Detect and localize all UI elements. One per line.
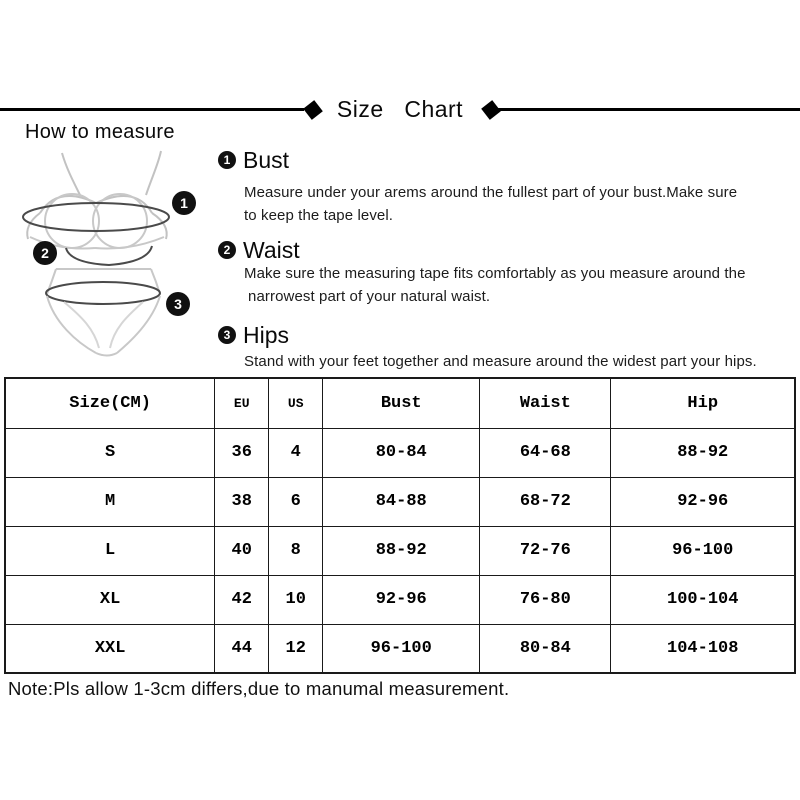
col-header-bust: Bust [322, 377, 481, 429]
cell: 92-96 [322, 574, 481, 625]
cell: 42 [214, 574, 270, 625]
instruction-waist: 2 Waist Make sure the measuring tape fit… [218, 236, 800, 308]
instruction-line: Stand with your feet together and measur… [244, 353, 757, 370]
cell: 80-84 [479, 623, 612, 674]
cell: 96-100 [322, 623, 481, 674]
instruction-hips-heading: 3 Hips [218, 321, 800, 348]
circled-3-icon: 3 [218, 326, 236, 344]
cell: 88-92 [610, 427, 796, 478]
bikini-measure-illustration: 1 2 3 [22, 150, 196, 357]
cell: 88-92 [322, 525, 481, 576]
how-to-measure-label: How to measure [25, 121, 175, 143]
cell: 36 [214, 427, 270, 478]
measurement-note: Note:Pls allow 1-3cm differs,due to manu… [8, 678, 510, 699]
size-table-header-row: Size(CM) EU US Bust Waist Hip [4, 377, 796, 429]
figure-marker-1: 1 [172, 191, 196, 215]
instruction-line: narrowest part of your natural waist. [248, 288, 491, 305]
instruction-waist-text: Make sure the measuring tape fits comfor… [218, 262, 800, 308]
instruction-bust-title: Bust [243, 146, 290, 173]
instruction-line: Make sure the measuring tape fits comfor… [244, 265, 746, 282]
table-row-l: L 40 8 88-92 72-76 96-100 [4, 525, 796, 576]
instruction-bust-heading: 1 Bust [218, 146, 800, 173]
instruction-hips-text: Stand with your feet together and measur… [218, 350, 800, 373]
cell: 84-88 [322, 476, 481, 527]
col-header-eu: EU [214, 377, 270, 429]
figure-marker-2-number: 2 [41, 245, 49, 261]
cell: 68-72 [479, 476, 612, 527]
col-header-us: US [268, 377, 324, 429]
cell: 10 [268, 574, 324, 625]
cell: 38 [214, 476, 270, 527]
instruction-bust-text: Measure under your arems around the full… [218, 181, 800, 227]
instruction-hips-title: Hips [243, 321, 290, 348]
instruction-waist-heading: 2 Waist [218, 236, 800, 263]
page-title: Size Chart [336, 96, 464, 122]
instruction-waist-title: Waist [243, 236, 300, 263]
figure-marker-1-number: 1 [180, 195, 188, 211]
table-row-m: M 38 6 84-88 68-72 92-96 [4, 476, 796, 527]
cell: 40 [214, 525, 270, 576]
cell: 44 [214, 623, 270, 674]
size-table: Size(CM) EU US Bust Waist Hip S 36 4 80-… [4, 377, 796, 674]
cell: 8 [268, 525, 324, 576]
cell: 12 [268, 623, 324, 674]
col-header-hip: Hip [610, 377, 796, 429]
col-header-size: Size(CM) [4, 377, 216, 429]
instruction-line: to keep the tape level. [244, 207, 394, 224]
circled-1-icon: 1 [218, 151, 236, 169]
table-row-s: S 36 4 80-84 64-68 88-92 [4, 427, 796, 478]
cell: XL [4, 574, 216, 625]
cell: 96-100 [610, 525, 796, 576]
figure-marker-2: 2 [33, 241, 57, 265]
cell: XXL [4, 623, 216, 674]
figure-marker-3: 3 [166, 292, 190, 316]
cell: 76-80 [479, 574, 612, 625]
table-row-xl: XL 42 10 92-96 76-80 100-104 [4, 574, 796, 625]
instruction-line: Measure under your arems around the full… [244, 184, 738, 201]
circled-2-icon: 2 [218, 241, 236, 259]
table-row-xxl: XXL 44 12 96-100 80-84 104-108 [4, 623, 796, 674]
figure-marker-3-number: 3 [174, 296, 182, 312]
cell: 100-104 [610, 574, 796, 625]
cell: 4 [268, 427, 324, 478]
cell: 72-76 [479, 525, 612, 576]
instruction-hips: 3 Hips Stand with your feet together and… [218, 321, 800, 373]
title-rule-left [0, 108, 304, 111]
title-rule-right [498, 108, 800, 111]
cell: 92-96 [610, 476, 796, 527]
cell: 6 [268, 476, 324, 527]
cell: 104-108 [610, 623, 796, 674]
instruction-bust: 1 Bust Measure under your arems around t… [218, 146, 800, 227]
col-header-waist: Waist [479, 377, 612, 429]
cell: L [4, 525, 216, 576]
cell: S [4, 427, 216, 478]
cell: 80-84 [322, 427, 481, 478]
cell: M [4, 476, 216, 527]
cell: 64-68 [479, 427, 612, 478]
